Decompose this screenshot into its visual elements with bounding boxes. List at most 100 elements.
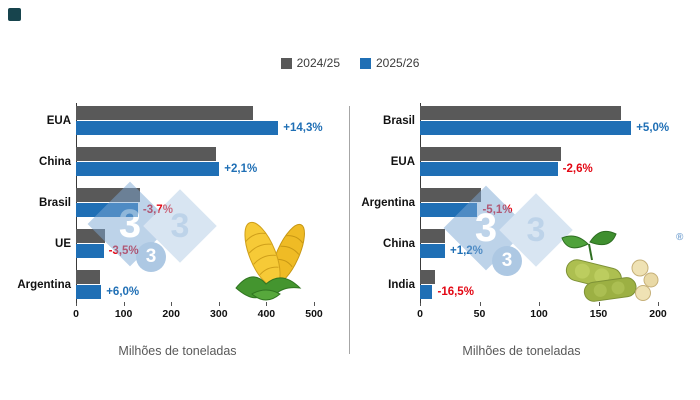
- bar-group: Brasil +5,0%: [354, 106, 689, 135]
- category-label: Argentina: [361, 196, 415, 209]
- soy-leaf: [589, 230, 617, 246]
- x-axis-tick-label: 200: [162, 308, 180, 320]
- x-axis-tick: [314, 302, 315, 306]
- change-percentage-label: -3,7%: [142, 204, 173, 216]
- change-percentage-label: +1,2%: [449, 245, 483, 257]
- x-axis-tick-label: 300: [210, 308, 228, 320]
- corner-mark: [8, 8, 21, 21]
- corn-leaf: [251, 289, 281, 301]
- bar-2025-26: [76, 244, 104, 258]
- soy-bean: [635, 285, 651, 301]
- bar-pair: +1,2%: [420, 229, 658, 258]
- soy-bean: [631, 259, 649, 277]
- x-axis-tick: [171, 302, 173, 306]
- soy-stem: [588, 243, 593, 261]
- registered-trademark: ®: [676, 232, 684, 243]
- bar-pair: -5,1%: [420, 188, 658, 217]
- x-axis-tick-label: 0: [417, 308, 423, 320]
- corn-cob-front: [244, 221, 281, 287]
- bar-2024-25: [420, 106, 622, 120]
- bar-2025-26: [76, 162, 220, 176]
- corn-illustration: [235, 221, 305, 301]
- x-axis-tick-label: 400: [257, 308, 276, 320]
- legend-swatch-2024-25: [280, 57, 292, 69]
- category-label: China: [383, 237, 415, 250]
- x-axis-tick-label: 100: [530, 308, 548, 320]
- bar-pair: +14,3%: [76, 106, 323, 135]
- legend-label-2024-25: 2024/25: [296, 56, 340, 70]
- bar-group: China +2,1%: [10, 147, 345, 176]
- bar-pair: +2,1%: [76, 147, 314, 176]
- legend-item-2024-25: 2024/25: [280, 56, 340, 70]
- bar-group: China +1,2%: [354, 229, 689, 258]
- bar-2025-26: [76, 285, 102, 299]
- change-percentage-label: +5,0%: [636, 122, 670, 134]
- legend-label-2025-26: 2025/26: [376, 56, 420, 70]
- x-axis-tick: [266, 302, 268, 306]
- x-axis-tick-label: 50: [473, 308, 486, 320]
- bar-pair: -16,5%: [420, 270, 658, 299]
- bar-2024-25: [420, 270, 435, 284]
- x-axis-tick-label: 100: [114, 308, 133, 320]
- category-label: Argentina: [17, 278, 71, 291]
- x-axis: 0 50 100 150 200: [417, 302, 667, 326]
- x-axis-tick: [598, 302, 600, 306]
- x-axis: 0 100 200 300 400 500: [73, 302, 323, 326]
- category-label: UE: [55, 237, 71, 250]
- soy-leaf: [561, 235, 589, 249]
- change-percentage-label: -2,6%: [562, 163, 593, 175]
- bar-2025-26: [420, 162, 558, 176]
- x-axis-tick: [76, 302, 77, 306]
- bar-group: EUA +14,3%: [10, 106, 345, 135]
- x-axis-tick: [420, 302, 421, 306]
- bar-2025-26: [76, 203, 138, 217]
- change-percentage-label: -3,5%: [108, 245, 139, 257]
- bar-2025-26: [420, 203, 478, 217]
- x-axis-tick-label: 0: [73, 308, 79, 320]
- bar-2024-25: [420, 147, 562, 161]
- bar-2024-25: [76, 106, 254, 120]
- bar-2025-26: [420, 244, 445, 258]
- x-axis-title: Milhões de toneladas: [462, 344, 581, 358]
- bar-pair: +5,0%: [420, 106, 669, 135]
- x-axis-tick: [218, 302, 220, 306]
- legend-item-2025-26: 2025/26: [360, 56, 419, 70]
- bar-2025-26: [420, 285, 433, 299]
- category-label: EUA: [46, 114, 71, 127]
- chart-divider: [349, 106, 350, 354]
- charts-row: EUA +14,3% China +2,1% Brasil -3,7% UE -3,5% Arg…: [10, 103, 690, 368]
- bar-group: Argentina -5,1%: [354, 188, 689, 217]
- soy-bean: [643, 272, 659, 288]
- change-percentage-label: +14,3%: [283, 122, 323, 134]
- soy-pod: [583, 277, 637, 302]
- x-axis-tick: [658, 302, 659, 306]
- bar-2024-25: [76, 270, 100, 284]
- category-label: Brasil: [39, 196, 71, 209]
- bar-pair: -2,6%: [420, 147, 658, 176]
- bar-2024-25: [76, 229, 105, 243]
- bar-2024-25: [76, 188, 141, 202]
- soybean-illustration: [561, 230, 659, 302]
- legend-swatch-2025-26: [360, 57, 371, 69]
- change-percentage-label: -16,5%: [437, 286, 474, 298]
- change-percentage-label: +2,1%: [224, 163, 258, 175]
- bar-2025-26: [76, 121, 279, 135]
- x-axis-tick: [479, 302, 481, 306]
- soybean-production-chart: Brasil +5,0% EUA -2,6% Argentina -5,1% China +1…: [354, 103, 689, 368]
- category-label: China: [39, 155, 71, 168]
- x-axis-title: Milhões de toneladas: [118, 344, 237, 358]
- bar-group: EUA -2,6%: [354, 147, 689, 176]
- chart-legend: 2024/25 2025/26: [0, 56, 700, 70]
- x-axis-tick: [123, 302, 125, 306]
- bar-group: India -16,5%: [354, 270, 689, 299]
- corn-production-chart: EUA +14,3% China +2,1% Brasil -3,7% UE -3,5% Arg…: [10, 103, 345, 368]
- bar-2024-25: [420, 188, 481, 202]
- change-percentage-label: -5,1%: [482, 204, 513, 216]
- category-label: Brasil: [383, 114, 415, 127]
- x-axis-tick-label: 200: [649, 308, 667, 320]
- x-axis-tick-label: 500: [305, 308, 323, 320]
- bar-2025-26: [420, 121, 632, 135]
- bar-pair: +6,0%: [76, 270, 314, 299]
- category-label: EUA: [390, 155, 415, 168]
